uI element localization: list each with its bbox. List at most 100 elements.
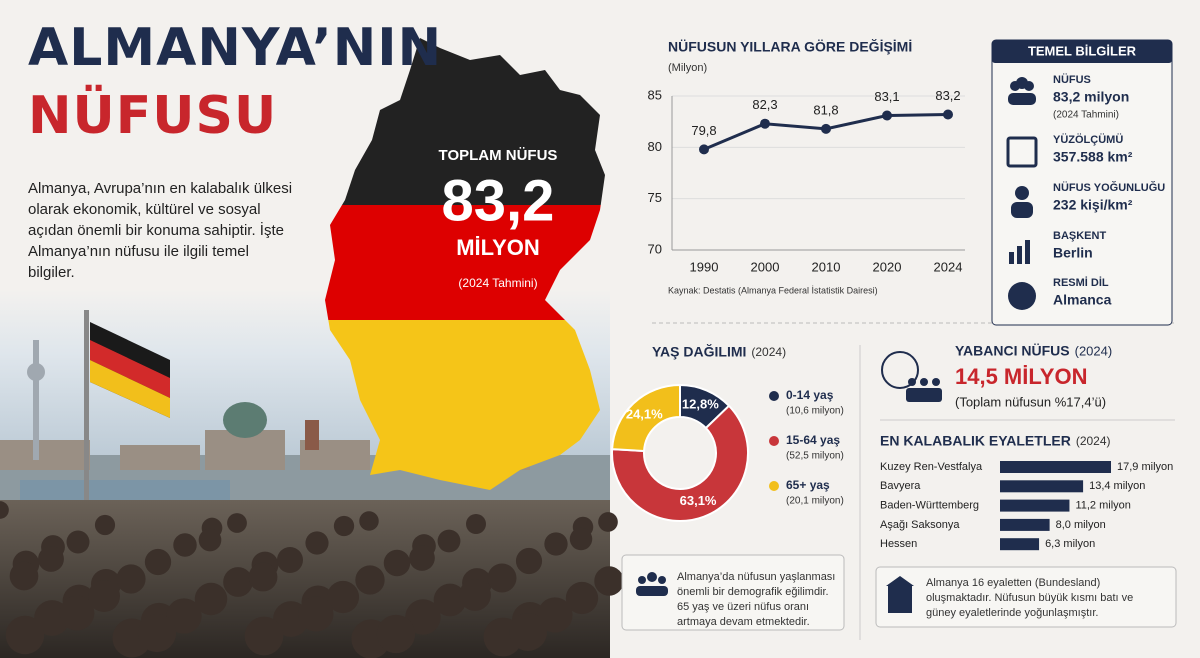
head	[227, 513, 247, 533]
head	[116, 564, 146, 594]
point	[943, 109, 953, 120]
head	[0, 501, 9, 519]
bar	[1000, 461, 1111, 473]
head	[38, 546, 64, 572]
point	[699, 144, 709, 155]
head	[598, 512, 618, 532]
title: ALMANYA’NIN	[28, 18, 443, 78]
point	[882, 110, 892, 121]
head	[355, 565, 385, 595]
head	[565, 581, 599, 615]
foreign-title-note: (2024)	[1075, 343, 1113, 358]
head	[94, 514, 116, 536]
data-label: 8,0 milyon	[1056, 519, 1106, 531]
data-label: 17,9 milyon	[1117, 461, 1173, 473]
category-label: Kuzey Ren-Vestfalya	[880, 461, 983, 473]
foreign-note: (Toplam nüfusun %17,4’ü)	[955, 394, 1106, 409]
foreign-title: YABANCI NÜFUS	[955, 343, 1070, 359]
fact-label: NÜFUS	[1053, 73, 1091, 86]
data-label: 83,1	[874, 89, 899, 104]
category-label: Baden-Württemberg	[880, 500, 979, 512]
head	[277, 547, 303, 573]
head	[433, 583, 467, 617]
category-label: Hessen	[880, 538, 917, 550]
head	[466, 514, 486, 534]
y-tick-label: 70	[648, 241, 662, 256]
x-tick-label: 2010	[812, 259, 841, 274]
fact-label: YÜZÖLÇÜMÜ	[1053, 133, 1123, 146]
head	[59, 595, 95, 631]
chart-subtitle: (2024)	[1076, 434, 1111, 448]
data-label: 82,3	[752, 97, 777, 112]
head	[376, 614, 416, 654]
point	[760, 118, 770, 129]
head	[333, 515, 355, 537]
bar	[1000, 518, 1050, 531]
head	[437, 529, 461, 553]
legend-label: 65+ yaş	[786, 478, 830, 492]
data-label: 11,2 milyon	[1075, 500, 1130, 512]
head	[194, 582, 228, 616]
head	[166, 598, 202, 634]
head	[198, 528, 222, 552]
legend-sublabel: (10,6 milyon)	[786, 406, 844, 417]
head	[88, 580, 120, 612]
y-tick-label: 75	[648, 190, 662, 205]
legend-dot	[769, 436, 779, 446]
donut-slice	[611, 404, 749, 522]
crowd-heads	[0, 501, 624, 658]
legend-sublabel: (20,1 milyon)	[786, 496, 844, 507]
head	[409, 545, 435, 571]
head	[248, 562, 278, 592]
y-tick-label: 80	[648, 139, 662, 154]
head	[173, 533, 197, 557]
data-label: 63,1%	[680, 493, 717, 508]
fact-note: (2024 Tahmini)	[1053, 110, 1119, 121]
head	[66, 530, 90, 554]
title: NÜFUSU	[28, 86, 278, 146]
head	[326, 580, 360, 614]
head	[359, 511, 379, 531]
y-tick-label: 85	[648, 87, 662, 102]
x-tick-label: 2000	[751, 259, 780, 274]
head	[569, 527, 593, 551]
flag	[84, 310, 170, 520]
fact-label: BAŞKENT	[1053, 230, 1106, 242]
foreign-value: 14,5 MİLYON	[955, 364, 1087, 389]
fact-value: Almanca	[1053, 292, 1112, 308]
fact-icons	[1006, 77, 1038, 310]
bar	[1000, 499, 1070, 512]
facts-header	[992, 40, 1172, 63]
fact-value: Berlin	[1053, 245, 1093, 261]
head	[137, 613, 177, 653]
note-icons	[636, 572, 914, 613]
head	[509, 613, 547, 651]
data-label: 83,2	[935, 88, 960, 103]
note-text: Almanya 16 eyaletten (Bundesland) oluşma…	[926, 577, 1134, 619]
head	[223, 567, 253, 597]
head	[537, 597, 573, 633]
category-label: Bavyera	[880, 480, 921, 492]
legend-dot	[769, 481, 779, 491]
head	[144, 548, 172, 576]
data-label: 81,8	[813, 102, 838, 117]
head	[383, 549, 411, 577]
legend-label: 15-64 yaş	[786, 433, 840, 447]
foreign-icon	[881, 351, 942, 402]
legend-dot	[769, 391, 779, 401]
x-tick-label: 1990	[690, 259, 719, 274]
head	[594, 566, 624, 596]
head	[305, 531, 329, 555]
map-label: TOPLAM NÜFUS	[439, 147, 558, 164]
data-label: 79,8	[691, 123, 716, 138]
head	[405, 599, 441, 635]
data-label: 12,8%	[682, 397, 719, 412]
note-box	[875, 566, 1177, 628]
fact-label: NÜFUS YOĞUNLUĞU	[1053, 181, 1165, 194]
head	[515, 547, 543, 575]
chart-subtitle: (Milyon)	[668, 62, 707, 74]
legend-sublabel: (52,5 milyon)	[786, 451, 844, 462]
head	[544, 532, 568, 556]
fact-value: 83,2 milyon	[1053, 89, 1129, 105]
